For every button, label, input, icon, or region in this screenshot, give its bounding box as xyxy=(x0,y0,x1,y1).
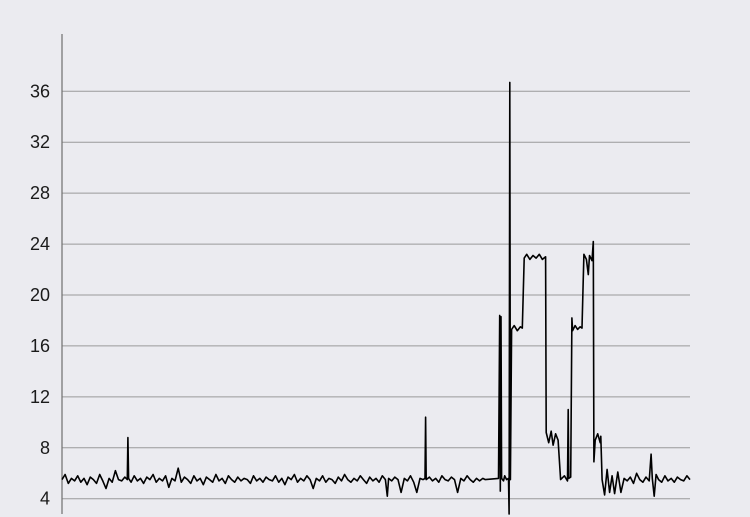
y-tick-label: 12 xyxy=(30,387,50,407)
y-tick-label: 20 xyxy=(30,285,50,305)
y-tick-label: 24 xyxy=(30,234,50,254)
series-line xyxy=(61,81,691,515)
y-tick-label: 16 xyxy=(30,336,50,356)
y-tick-labels: 4 8 12 16 20 24 28 32 36 xyxy=(30,81,50,508)
y-tick-label: 8 xyxy=(40,438,50,458)
grid-layer xyxy=(62,90,690,500)
y-tick-label: 32 xyxy=(30,132,50,152)
y-tick-label: 4 xyxy=(40,489,50,509)
y-tick-label: 36 xyxy=(30,81,50,101)
y-tick-label: 28 xyxy=(30,183,50,203)
